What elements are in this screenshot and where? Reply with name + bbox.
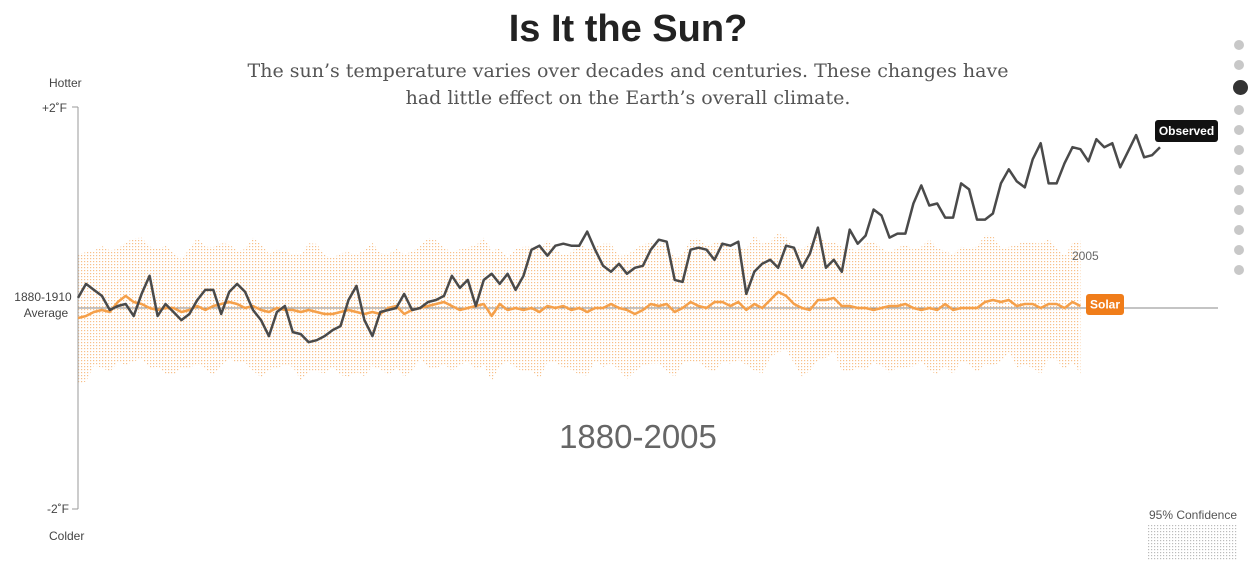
solar-line	[77, 290, 1081, 320]
y-tick-top: +2˚F	[42, 101, 68, 115]
nav-dot-12[interactable]	[1234, 265, 1244, 275]
slide-nav	[1233, 40, 1248, 285]
observed-line	[76, 133, 1161, 344]
colder-label: Colder	[49, 529, 85, 543]
hotter-label: Hotter	[49, 76, 82, 90]
confidence-legend-label: 95% Confidence	[1148, 508, 1238, 522]
y-tick-bottom: -2˚F	[47, 502, 69, 516]
chart-title: Is It the Sun?	[508, 8, 748, 50]
nav-dot-5[interactable]	[1234, 125, 1244, 135]
observed-series	[76, 133, 1161, 344]
solar-series	[77, 290, 1081, 320]
nav-dot-11[interactable]	[1234, 245, 1244, 255]
nav-dot-3[interactable]	[1233, 80, 1248, 95]
nav-dot-2[interactable]	[1234, 60, 1244, 70]
nav-dot-7[interactable]	[1234, 165, 1244, 175]
observed-legend-label: Observed	[1155, 120, 1218, 142]
period-label: 1880-2005	[559, 418, 717, 455]
nav-dot-6[interactable]	[1234, 145, 1244, 155]
svg-text:Solar: Solar	[1090, 298, 1120, 312]
nav-dot-4[interactable]	[1234, 105, 1244, 115]
solar-legend-label: Solar	[1086, 294, 1124, 315]
baseline-label-line2: Average	[23, 306, 69, 320]
confidence-legend-swatch	[1148, 525, 1238, 561]
baseline-label-line1: 1880-1910	[14, 290, 72, 304]
nav-dot-10[interactable]	[1234, 225, 1244, 235]
svg-text:Observed: Observed	[1159, 124, 1214, 138]
nav-dot-1[interactable]	[1234, 40, 1244, 50]
nav-dot-9[interactable]	[1234, 205, 1244, 215]
nav-dot-8[interactable]	[1234, 185, 1244, 195]
end-year-label: 2005	[1072, 249, 1099, 263]
chart-subtitle: The sun’s temperature varies over decade…	[247, 60, 1009, 109]
